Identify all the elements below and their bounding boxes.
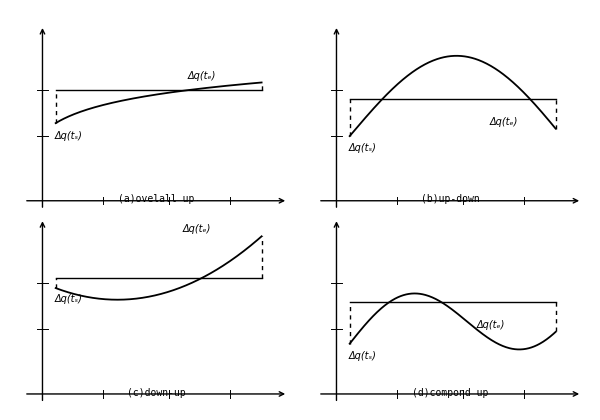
Text: (a)ovelall up: (a)ovelall up <box>118 194 194 205</box>
Text: (d)compond up: (d)compond up <box>412 388 488 398</box>
Text: Δq(tₑ): Δq(tₑ) <box>182 224 211 234</box>
Text: Δq(tₑ): Δq(tₑ) <box>476 320 505 330</box>
Text: (b)up-down: (b)up-down <box>421 194 479 205</box>
Text: Δq(tₛ): Δq(tₛ) <box>55 131 82 141</box>
Text: Δq(tₛ): Δq(tₛ) <box>55 294 82 304</box>
Text: Δq(tₑ): Δq(tₑ) <box>188 71 216 81</box>
Text: Δq(tₛ): Δq(tₛ) <box>349 144 376 153</box>
Text: Δq(tₑ): Δq(tₑ) <box>490 117 518 127</box>
Text: (c)down-up: (c)down-up <box>127 388 185 398</box>
Text: Δq(tₛ): Δq(tₛ) <box>349 351 376 361</box>
